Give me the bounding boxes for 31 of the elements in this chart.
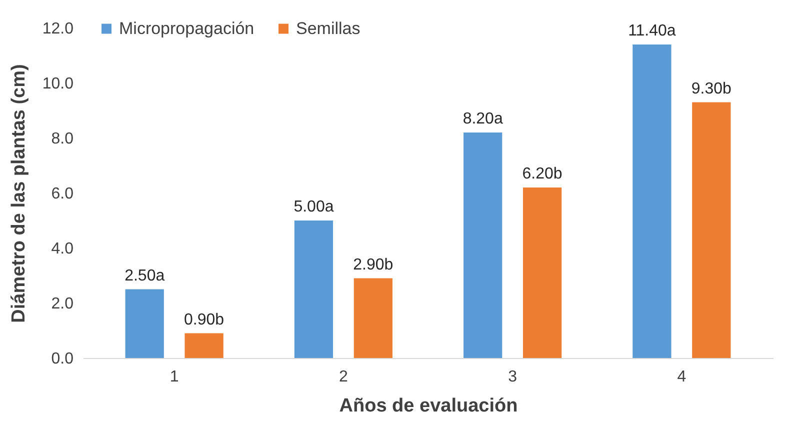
- bar: [522, 188, 562, 358]
- x-tick-label: 1: [170, 368, 179, 386]
- y-tick-label: 12.0: [42, 20, 74, 38]
- legend-label: Micropropagación: [119, 18, 254, 38]
- y-tick-label: 6.0: [51, 186, 74, 202]
- y-tick-label: 10.0: [42, 76, 74, 92]
- y-tick-label: 0.0: [51, 350, 74, 368]
- y-tick-label: 2.0: [51, 296, 74, 312]
- bar: [354, 278, 392, 358]
- data-label: 6.20b: [522, 166, 562, 182]
- x-tick-label: 4: [677, 368, 686, 386]
- bar: [692, 102, 731, 358]
- bar: [184, 333, 224, 358]
- data-label: 11.40a: [628, 22, 676, 40]
- x-tick-label: 3: [508, 368, 518, 386]
- y-tick-label: 4.0: [51, 240, 74, 258]
- data-label: 2.50a: [124, 267, 165, 284]
- bar: [464, 132, 502, 358]
- x-tick-label: 2: [338, 368, 348, 386]
- bar: [294, 220, 334, 358]
- data-label: 9.30b: [691, 80, 732, 98]
- bar: [125, 289, 164, 358]
- data-label: 0.90b: [184, 311, 224, 328]
- data-label: 5.00a: [294, 198, 334, 216]
- data-label: 2.90b: [353, 256, 394, 274]
- bar: [632, 44, 672, 358]
- x-axis-title: Años de evaluación: [339, 396, 518, 416]
- y-tick-label: 8.0: [51, 130, 74, 148]
- y-axis-title: Diámetro de las plantas (cm): [8, 64, 30, 323]
- data-label: 8.20a: [462, 110, 503, 128]
- legend-label: Semillas: [296, 18, 360, 38]
